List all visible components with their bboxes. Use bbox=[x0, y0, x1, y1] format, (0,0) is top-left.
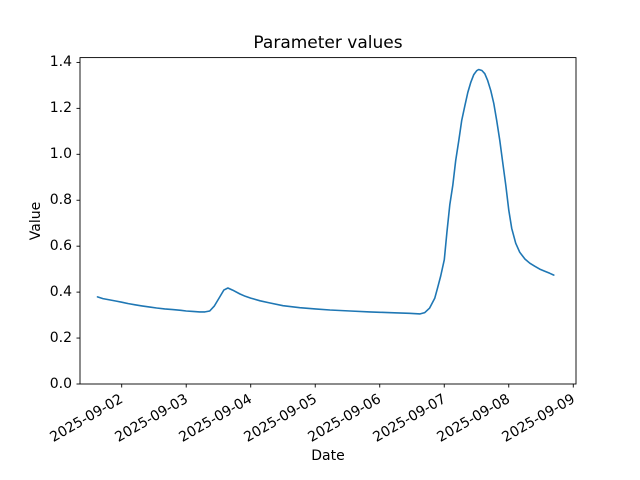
axes-spines bbox=[79, 57, 577, 385]
x-axis-label: Date bbox=[311, 448, 345, 464]
y-tick-label: 0.4 bbox=[49, 284, 72, 301]
y-tick-label: 0.6 bbox=[49, 238, 72, 255]
series-line bbox=[96, 68, 555, 315]
y-tick-label: 1.0 bbox=[49, 146, 72, 163]
chart-title: Parameter values bbox=[253, 33, 403, 53]
y-tick-label: 1.4 bbox=[49, 54, 72, 71]
y-tick-label: 0.0 bbox=[49, 376, 72, 392]
y-tick-label: 1.2 bbox=[49, 100, 72, 117]
y-axis-label: Value bbox=[28, 201, 44, 241]
y-tick-label: 0.2 bbox=[49, 330, 72, 347]
y-tick-label: 0.8 bbox=[49, 192, 72, 209]
